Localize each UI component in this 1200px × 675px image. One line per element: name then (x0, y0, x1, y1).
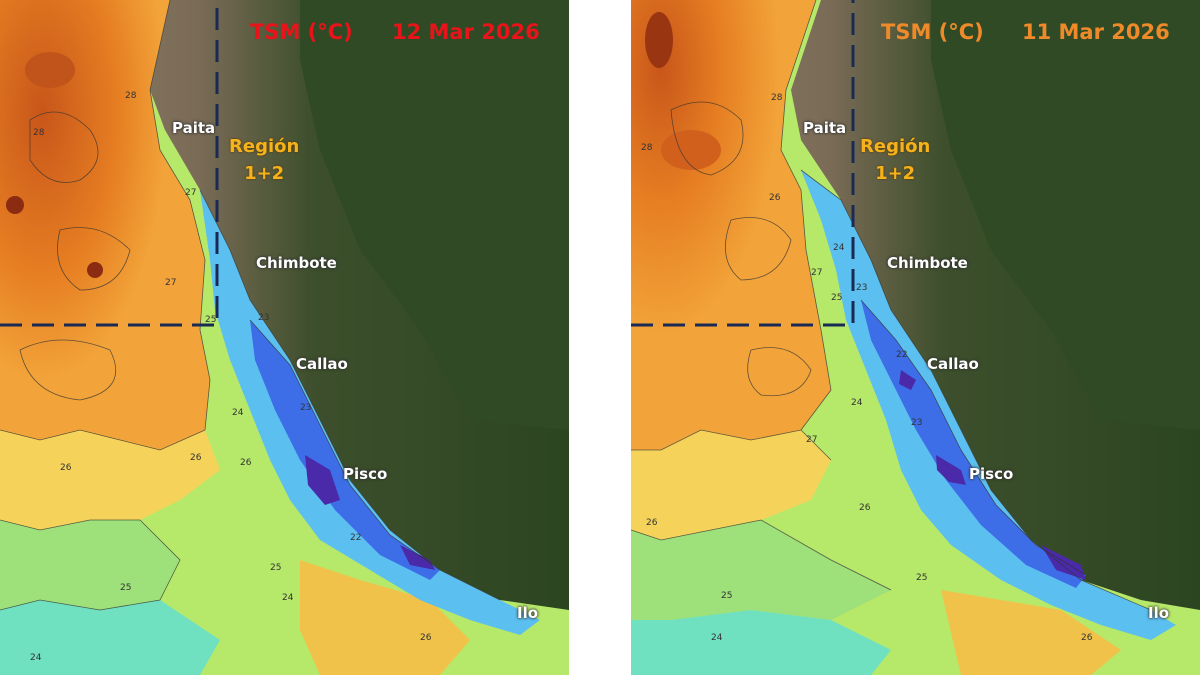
contour-label: 26 (769, 193, 781, 203)
contour-label: 25 (916, 573, 927, 583)
contour-label: 27 (165, 278, 176, 288)
sst-hotspot (645, 12, 673, 68)
contour-label: 24 (833, 243, 845, 253)
sst-21-core-pisco (936, 455, 966, 485)
contour-label: 23 (911, 418, 922, 428)
contour-label: 23 (300, 403, 311, 413)
contour-label: 22 (350, 533, 361, 543)
sst-warm-patch-south (941, 590, 1121, 675)
contour-label: 28 (771, 93, 783, 103)
contour-label: 22 (896, 350, 907, 360)
contour-label: 25 (270, 563, 281, 573)
city-callao: Callao (927, 355, 979, 373)
sst-23-upwelling (801, 170, 1176, 640)
contour-label: 24 (282, 593, 294, 603)
city-pisco: Pisco (343, 465, 388, 483)
sst-warm-patch-south (300, 560, 470, 675)
sst-26-band (0, 430, 220, 530)
sst-warm-region (631, 0, 831, 450)
sst-map-right: 28 28 27 26 25 24 23 22 25 26 24 25 26 2… (631, 0, 1200, 675)
region-1-2-box (631, 0, 855, 327)
contour-label: 25 (205, 315, 216, 325)
city-ilo: Ilo (1148, 604, 1170, 622)
contour-label: 28 (641, 143, 653, 153)
city-paita: Paita (803, 119, 847, 137)
contour-label: 23 (856, 283, 867, 293)
sst-21-core-south (1041, 545, 1086, 580)
contour-label: 24 (711, 633, 723, 643)
region-label: Región 1+2 (229, 133, 299, 187)
contour-label: 25 (120, 583, 131, 593)
contour-label: 26 (1081, 633, 1093, 643)
contour-label: 27 (185, 188, 196, 198)
sst-25-band (0, 520, 180, 610)
contour-labels: 28 28 27 26 25 24 23 22 25 26 24 25 26 2… (641, 93, 1093, 643)
contour-label: 24 (30, 653, 42, 663)
contour-label: 28 (33, 128, 45, 138)
isotherm-contours (631, 0, 1152, 611)
contour-label: 26 (420, 633, 432, 643)
sst-21-core-south (400, 545, 435, 570)
region-number: 1+2 (244, 163, 285, 184)
region-number: 1+2 (875, 163, 916, 184)
contour-label: 27 (811, 268, 822, 278)
sst-warm-region (0, 0, 210, 450)
city-callao: Callao (296, 355, 348, 373)
sst-hotspot (6, 196, 24, 214)
map-title-date: 11 Mar 2026 (1022, 20, 1170, 44)
contour-label: 24 (232, 408, 244, 418)
contour-label: 26 (190, 453, 202, 463)
city-chimbote: Chimbote (887, 254, 968, 272)
sst-map-panel-left: 28 28 27 26 25 24 23 22 25 26 24 25 26 2… (0, 0, 569, 675)
sst-hotspot (25, 52, 75, 88)
sst-22-upwelling (250, 320, 440, 580)
sst-map-panel-right: 28 28 27 26 25 24 23 22 25 26 24 25 26 2… (631, 0, 1200, 675)
contour-label: 27 (806, 435, 817, 445)
sst-hotspot (87, 262, 103, 278)
contour-label: 26 (60, 463, 72, 473)
region-1-2-box (0, 0, 219, 327)
city-chimbote: Chimbote (256, 254, 337, 272)
sst-24-band (631, 610, 891, 675)
amazon-forest (300, 0, 569, 430)
map-title-date: 12 Mar 2026 (392, 20, 540, 44)
sst-hotspot (661, 130, 721, 170)
sst-22-upwelling (861, 300, 1086, 588)
contour-label: 23 (258, 313, 269, 323)
sst-21-core-callao (899, 370, 916, 390)
isotherm-contours (0, 0, 501, 611)
contour-label: 25 (721, 591, 732, 601)
region-label: Región 1+2 (860, 133, 930, 187)
region-name: Región (229, 136, 300, 157)
contour-label: 24 (851, 398, 863, 408)
region-name: Región (860, 136, 931, 157)
city-ilo: Ilo (517, 604, 539, 622)
city-paita: Paita (172, 119, 216, 137)
amazon-forest (931, 0, 1200, 430)
sst-26-band (631, 430, 831, 540)
map-title-variable: TSM (°C) (250, 20, 353, 44)
sst-25-band (631, 520, 891, 620)
sst-21-core-pisco (305, 455, 340, 505)
contour-label: 26 (859, 503, 871, 513)
contour-label: 28 (125, 91, 137, 101)
contour-label: 25 (831, 293, 842, 303)
map-title-variable: TSM (°C) (881, 20, 984, 44)
sst-23-upwelling (200, 190, 540, 635)
contour-label: 26 (240, 458, 252, 468)
sst-map-left: 28 28 27 26 25 24 23 22 25 26 24 25 26 2… (0, 0, 569, 675)
contour-labels: 28 28 27 26 25 24 23 22 25 26 24 25 26 2… (30, 91, 432, 663)
sst-24-band (0, 600, 220, 675)
contour-label: 26 (646, 518, 658, 528)
city-pisco: Pisco (969, 465, 1014, 483)
